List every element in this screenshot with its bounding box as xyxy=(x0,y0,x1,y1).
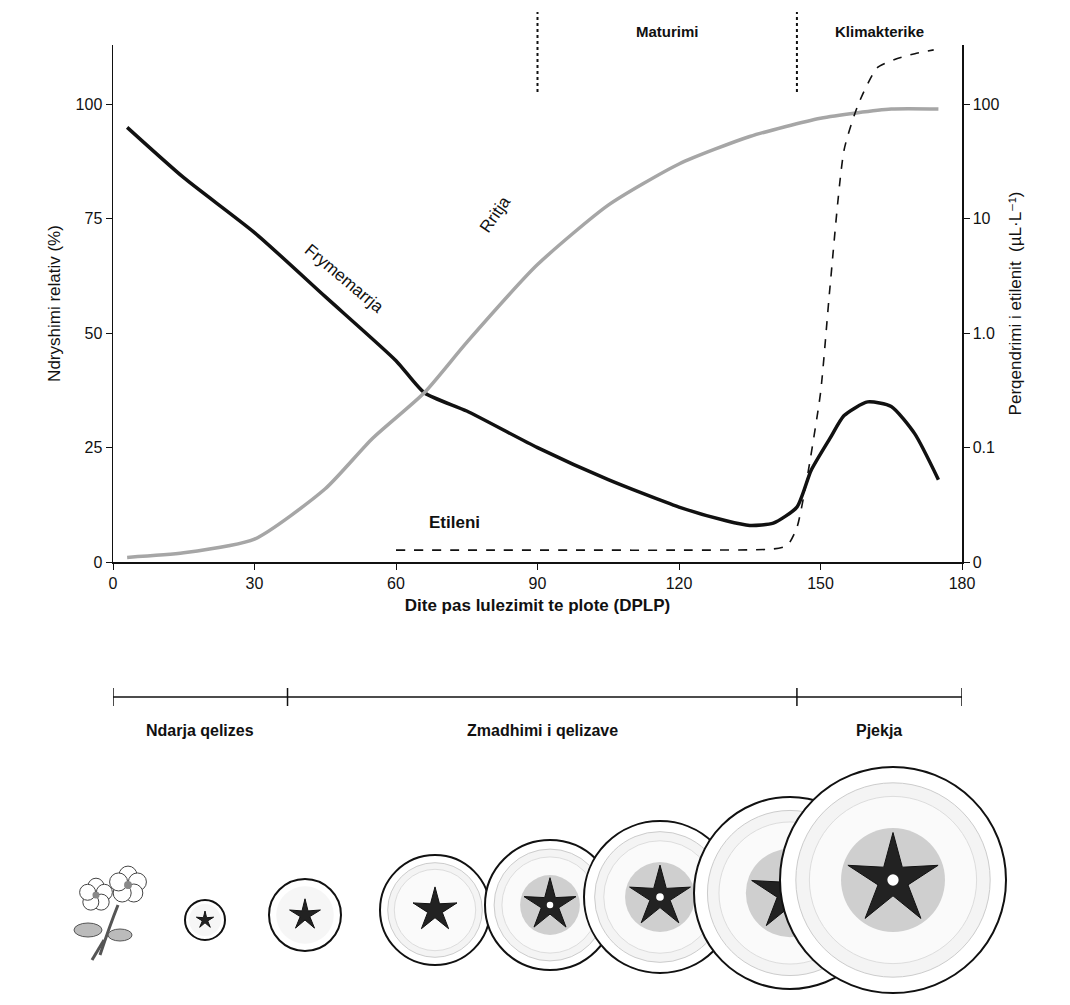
svg-text:180: 180 xyxy=(949,575,976,592)
svg-text:150: 150 xyxy=(807,575,834,592)
svg-text:Ndryshimi relativ (%): Ndryshimi relativ (%) xyxy=(45,225,64,382)
svg-text:100: 100 xyxy=(76,96,103,113)
svg-text:60: 60 xyxy=(387,575,405,592)
svg-text:100: 100 xyxy=(973,96,1000,113)
svg-text:25: 25 xyxy=(85,439,103,456)
svg-text:10: 10 xyxy=(973,210,991,227)
svg-text:Dite pas lulezimit te plote (D: Dite pas lulezimit te plote (DPLP) xyxy=(405,596,670,615)
svg-text:0: 0 xyxy=(93,554,102,571)
svg-text:0: 0 xyxy=(109,575,118,592)
svg-text:0.1: 0.1 xyxy=(973,439,995,456)
svg-text:1.0: 1.0 xyxy=(973,325,995,342)
svg-text:Frymemarrja: Frymemarrja xyxy=(301,240,387,317)
svg-text:120: 120 xyxy=(666,575,693,592)
svg-text:30: 30 xyxy=(246,575,264,592)
svg-text:Pjekja: Pjekja xyxy=(856,722,902,739)
svg-text:Rritja: Rritja xyxy=(476,192,515,236)
svg-text:Maturimi: Maturimi xyxy=(636,23,699,40)
svg-text:75: 75 xyxy=(85,210,103,227)
svg-text:Etileni: Etileni xyxy=(429,513,480,532)
svg-text:Perqendrimi i etilenit (µL·L⁻: Perqendrimi i etilenit (µL·L⁻¹) xyxy=(1006,192,1025,416)
svg-text:Klimakterike: Klimakterike xyxy=(835,23,924,40)
svg-text:0: 0 xyxy=(973,554,982,571)
svg-text:Ndarja qelizes: Ndarja qelizes xyxy=(146,722,254,739)
svg-text:Zmadhimi i qelizave: Zmadhimi i qelizave xyxy=(467,722,618,739)
svg-text:50: 50 xyxy=(85,325,103,342)
svg-text:90: 90 xyxy=(529,575,547,592)
